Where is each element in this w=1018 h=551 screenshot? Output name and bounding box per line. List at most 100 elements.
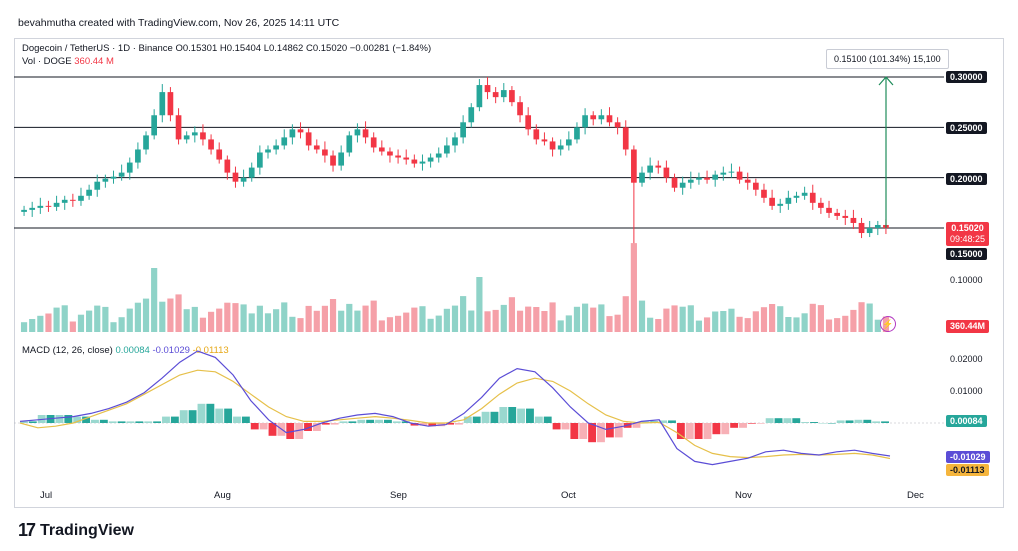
- candle-body: [874, 224, 881, 228]
- volume-bar: [671, 305, 678, 332]
- macd-histogram-bar: [472, 416, 481, 423]
- macd-histogram-bar: [73, 416, 82, 423]
- volume-bar: [224, 302, 231, 332]
- candle-body: [500, 90, 507, 98]
- macd-histogram-bar: [304, 423, 312, 431]
- volume-bar: [386, 317, 394, 332]
- volume-bar: [281, 302, 288, 332]
- chart-frame: [14, 38, 1004, 508]
- macd-histogram-bar: [783, 418, 792, 423]
- macd-histogram-bar: [845, 420, 854, 423]
- candle-body: [118, 172, 125, 177]
- measure-arrow-head: [878, 76, 894, 86]
- volume-bar: [850, 309, 857, 332]
- macd-histogram-bar: [135, 421, 144, 423]
- macd-histogram-bar: [836, 420, 845, 423]
- macd-signal-line: [19, 369, 891, 460]
- volume-bar: [110, 322, 117, 332]
- volume-bar: [232, 303, 239, 332]
- price-tick-010: 0.10000: [950, 275, 983, 285]
- measure-tooltip: 0.15100 (101.34%) 15,100: [826, 49, 949, 69]
- volume-bar: [86, 310, 93, 332]
- time-label-sep: Sep: [390, 490, 407, 501]
- candle-body: [679, 182, 686, 188]
- price-tick-025: 0.25000: [946, 122, 987, 134]
- volume-bar: [541, 311, 548, 332]
- candle-body: [86, 189, 92, 196]
- volume-bar: [338, 310, 345, 332]
- macd-histogram-bar: [632, 423, 641, 428]
- volume-bar: [167, 298, 174, 332]
- volume-bar: [394, 315, 402, 332]
- candle-body: [769, 197, 775, 206]
- candle-body: [21, 209, 27, 212]
- volume-bar: [679, 306, 686, 332]
- macd-histogram-bar: [730, 423, 739, 428]
- macd-histogram-bar: [579, 423, 588, 439]
- volume-bar: [736, 316, 743, 332]
- macd-histogram-bar: [28, 421, 37, 423]
- volume-bar: [614, 314, 621, 332]
- volume-bar: [655, 319, 662, 332]
- macd-histogram-bar: [446, 423, 454, 425]
- volume-bar: [378, 320, 385, 332]
- volume-bar: [525, 306, 532, 332]
- volume-bar: [256, 305, 263, 332]
- volume-bar: [630, 243, 637, 332]
- volume-bar: [565, 315, 572, 332]
- volume-bar: [622, 296, 629, 332]
- candle-body: [126, 162, 133, 173]
- volume-bar: [638, 300, 646, 332]
- macd-histogram-bar: [206, 403, 215, 423]
- volume-bar: [720, 311, 727, 332]
- macd-histogram-bar: [188, 410, 197, 423]
- macd-histogram-bar: [419, 423, 428, 426]
- candle-body: [777, 203, 784, 206]
- macd-histogram-bar: [392, 421, 401, 423]
- macd-histogram-bar: [872, 421, 881, 423]
- macd-tick-001: 0.01000: [950, 386, 983, 396]
- candle-body: [322, 149, 328, 156]
- tradingview-wordmark: TradingView: [40, 521, 134, 539]
- volume-bar: [370, 300, 377, 332]
- candle-body: [468, 107, 475, 123]
- candle-body: [78, 195, 84, 201]
- volume-bar: [777, 306, 784, 332]
- volume-bar: [321, 305, 328, 332]
- candle-countdown: 09:48:25: [950, 234, 986, 244]
- symbol-legend[interactable]: Dogecoin / TetherUS · 1D · Binance O0.15…: [22, 43, 431, 54]
- candle-body: [94, 181, 101, 190]
- macd-histogram-bar: [259, 423, 268, 430]
- candle-body: [378, 147, 385, 152]
- macd-legend[interactable]: MACD (12, 26, close) 0.00084 -0.01029 -0…: [22, 345, 229, 356]
- macd-histogram-bar: [64, 415, 73, 423]
- macd-signal-value: -0.01113: [192, 345, 229, 356]
- macd-histogram-bar: [756, 423, 765, 424]
- macd-histogram-bar: [597, 423, 605, 443]
- candle-body: [281, 137, 288, 146]
- macd-histogram-bar: [153, 421, 162, 423]
- candle-body: [704, 177, 710, 180]
- volume-legend[interactable]: Vol · DOGE 360.44 M: [22, 56, 114, 67]
- macd-histogram-bar: [383, 419, 392, 423]
- candle-body: [761, 189, 767, 198]
- candle-body: [208, 139, 214, 150]
- lightning-icon[interactable]: ⚡: [880, 316, 896, 332]
- candle-body: [525, 115, 532, 130]
- macd-histogram-bar: [588, 423, 597, 443]
- volume-bar: [134, 302, 141, 332]
- price-tick-015: 0.15000: [946, 248, 987, 260]
- macd-histogram-bar: [330, 423, 339, 425]
- macd-histogram-bar: [517, 408, 526, 423]
- macd-histogram-bar: [792, 418, 801, 423]
- candle-body: [395, 155, 401, 158]
- volume-bar: [435, 315, 442, 332]
- volume-bar: [728, 308, 735, 332]
- candle-body: [687, 179, 694, 183]
- macd-histogram-bar: [561, 423, 570, 430]
- candle-body: [533, 129, 540, 140]
- candle-body: [61, 199, 68, 203]
- volume-bar: [102, 306, 109, 332]
- volume-bar: [687, 305, 694, 332]
